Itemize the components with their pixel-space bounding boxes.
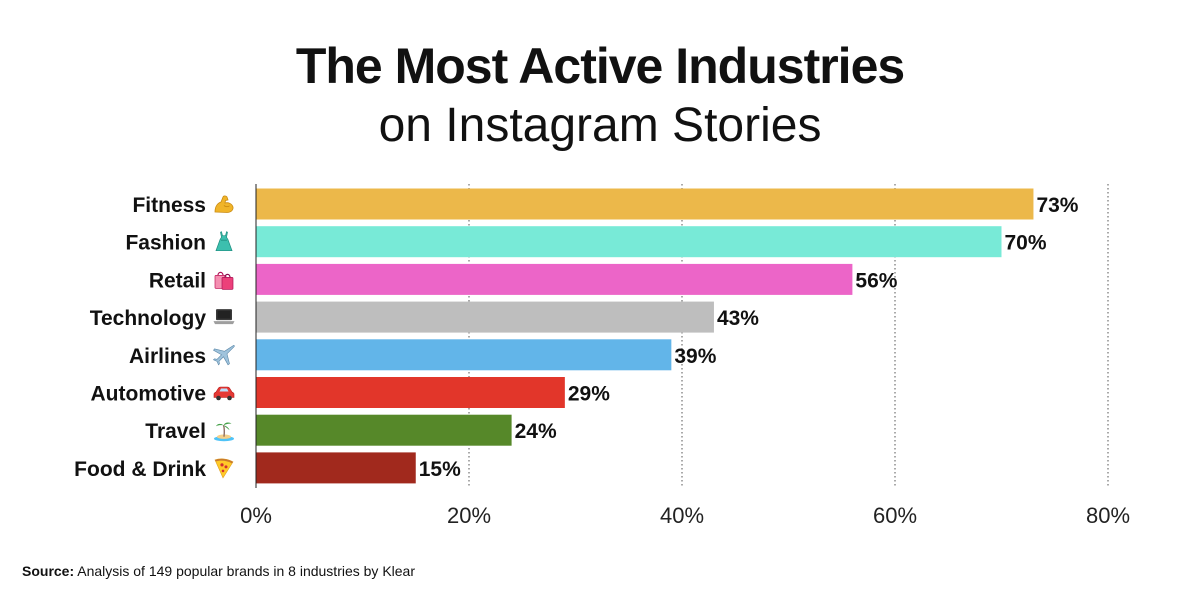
x-tick-label: 40% [660, 503, 704, 528]
category-label: Retail [149, 269, 206, 292]
bar [256, 263, 853, 295]
laptop-icon [213, 309, 235, 325]
value-label: 29% [568, 383, 610, 406]
bar [256, 414, 512, 446]
category-labels: Fitness Fashion Retail Technology Airlines Au… [74, 194, 235, 481]
chart-title: The Most Active Industries [295, 38, 905, 94]
category-label: Automotive [91, 383, 207, 406]
x-tick-label: 20% [447, 503, 491, 528]
category-label: Food & Drink [74, 458, 206, 481]
value-label: 56% [855, 269, 897, 292]
dress-icon [215, 231, 233, 252]
source-text: Analysis of 149 popular brands in 8 indu… [77, 563, 415, 579]
bar [256, 226, 1002, 258]
category-label: Fashion [125, 232, 206, 255]
pizza-icon [214, 458, 234, 479]
category-label: Travel [145, 420, 206, 443]
bar [256, 339, 672, 371]
chart-subtitle: on Instagram Stories [378, 99, 822, 152]
shopping-bags-icon [214, 271, 234, 290]
bar [256, 377, 565, 408]
bar [256, 301, 714, 333]
value-label: 39% [674, 345, 716, 368]
category-label: Airlines [129, 345, 206, 368]
airplane-icon [213, 345, 235, 366]
source-note: Source: Analysis of 149 popular brands i… [22, 562, 415, 580]
category-label: Fitness [132, 194, 206, 217]
x-tick-label: 60% [873, 503, 917, 528]
desert-island-icon [213, 421, 235, 442]
value-label: 24% [515, 420, 557, 443]
value-label: 43% [717, 307, 759, 330]
x-axis-ticks: 0% 20% 40% 60% 80% [240, 503, 1130, 528]
bar [256, 188, 1034, 220]
value-labels: 73% 70% 56% 43%39% 29% 24% 15% [419, 194, 1079, 481]
value-label: 70% [1005, 232, 1047, 255]
x-tick-label: 80% [1086, 503, 1130, 528]
car-icon [213, 386, 235, 401]
source-label: Source: [22, 563, 75, 579]
flexed-biceps-icon [214, 195, 234, 213]
category-label: Technology [90, 307, 207, 330]
value-label: 73% [1036, 194, 1078, 217]
bar [256, 452, 416, 484]
x-tick-label: 0% [240, 503, 272, 528]
value-label: 15% [419, 458, 461, 481]
bars [256, 188, 1034, 484]
